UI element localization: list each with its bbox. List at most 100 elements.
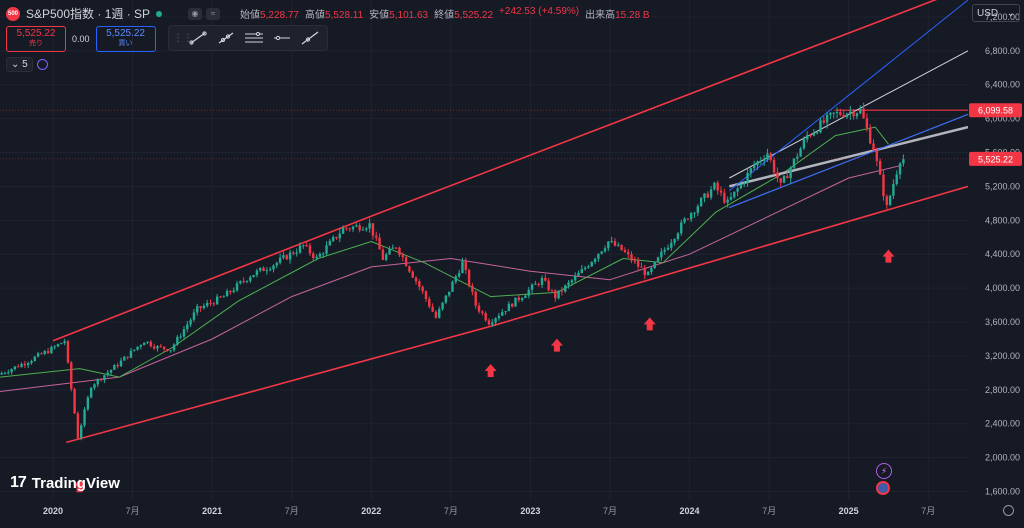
- candle-body: [650, 268, 653, 273]
- trade-panel: 5,525.22 売り 0.00 5,525.22 買い: [6, 26, 156, 52]
- candle-body: [600, 251, 603, 254]
- candle-body: [113, 364, 116, 370]
- ray-tool-icon[interactable]: [215, 29, 237, 47]
- candle-body: [507, 303, 511, 312]
- candle-body: [822, 120, 825, 123]
- chevron-down-icon: ⌄: [1006, 7, 1015, 19]
- candle-body: [627, 252, 630, 255]
- symbol-title[interactable]: S&P500指数 · 1週 · SP: [26, 7, 151, 21]
- candle-body: [401, 254, 404, 258]
- candle-body: [136, 346, 139, 350]
- candle-body: [474, 291, 477, 306]
- price-axis[interactable]: 1,600.00 2,000.00 2,400.00 2,800.00 3,200.00…: [968, 0, 1024, 500]
- candle-body: [540, 277, 544, 285]
- tradingview-logo[interactable]: 17 TradingView: [10, 474, 120, 492]
- candle-body: [849, 111, 852, 114]
- trend-line-tool-icon[interactable]: [187, 29, 209, 47]
- candle-body: [275, 262, 279, 266]
- support-arrow-icon: [550, 338, 563, 352]
- currency-select[interactable]: USD ⌄: [972, 4, 1020, 22]
- candle-body: [806, 135, 809, 140]
- candle-body: [268, 269, 272, 271]
- candle-body: [169, 350, 172, 352]
- candle-body: [43, 351, 46, 354]
- candle-body: [93, 384, 96, 388]
- candle-body: [60, 343, 63, 345]
- time-tick-label: 2023: [520, 506, 540, 516]
- sell-button[interactable]: 5,525.22 売り: [6, 26, 66, 52]
- price-tick-label: 4,000.00: [985, 283, 1020, 293]
- candle-body: [660, 251, 663, 258]
- candle-body: [772, 159, 776, 173]
- candle-body: [335, 236, 338, 239]
- candle-body: [640, 266, 643, 268]
- candle-body: [447, 291, 451, 296]
- chart-area[interactable]: [0, 0, 969, 500]
- candle-body: [583, 267, 587, 270]
- indicator-settings-icon[interactable]: [36, 59, 48, 70]
- candle-body: [809, 135, 812, 137]
- market-status-dot: [156, 10, 163, 17]
- time-axis[interactable]: 2020 7月 2021 7月 2022 7月 2023 7月 2024 7月 2025 7月: [0, 500, 1024, 523]
- candle-body: [487, 320, 491, 325]
- candle-body: [404, 257, 408, 267]
- candle-body: [719, 190, 723, 193]
- parallel-channel-tool-icon[interactable]: [243, 29, 265, 47]
- candle-body: [693, 212, 696, 214]
- horizontal-line-tool-icon[interactable]: [271, 29, 293, 47]
- candle-body: [815, 132, 819, 134]
- candle-body: [527, 289, 530, 296]
- candle-body: [262, 267, 265, 272]
- gear-icon[interactable]: [1003, 505, 1014, 516]
- time-tick-label: 7月: [444, 506, 458, 516]
- candle-body: [573, 275, 577, 281]
- arrows-layer: [73, 249, 895, 493]
- lightning-icon[interactable]: ⚡: [876, 463, 892, 479]
- candle-body: [852, 111, 855, 117]
- high-value: 5,528.11: [324, 10, 364, 21]
- candle-body: [348, 228, 351, 230]
- candle-body: [544, 277, 547, 281]
- candle-body: [239, 281, 242, 284]
- us-flag-icon[interactable]: [876, 481, 890, 495]
- candle-body: [792, 158, 796, 168]
- support-arrow-icon: [73, 479, 86, 493]
- candle-body: [378, 237, 381, 250]
- candle-body: [355, 225, 358, 227]
- volume-value: 15.28 B: [615, 10, 650, 21]
- price-tag-label: 5,525.22: [978, 154, 1013, 164]
- indicator-toggle[interactable]: ⌄ 5: [6, 57, 33, 72]
- candle-body: [497, 315, 501, 319]
- candle-body: [706, 193, 709, 198]
- candle-body: [869, 127, 872, 144]
- symbol-logo-icon: 500: [6, 6, 20, 21]
- high-label: 高値: [304, 10, 325, 21]
- eye-icon[interactable]: ◉: [188, 7, 203, 20]
- candle-body: [199, 306, 202, 309]
- candle-body: [252, 275, 255, 278]
- candle-body: [421, 286, 424, 292]
- candle-body: [259, 267, 262, 271]
- candle-body: [245, 280, 249, 282]
- candle-body: [477, 305, 481, 312]
- compare-icon[interactable]: ≈: [206, 7, 221, 20]
- candle-body: [341, 227, 345, 234]
- indicator-count: 5: [22, 59, 28, 70]
- candle-body: [643, 267, 646, 276]
- candle-body: [746, 172, 749, 183]
- candle-body: [414, 277, 418, 282]
- candle-body: [418, 281, 421, 287]
- candle-body: [438, 309, 441, 318]
- candle-body: [186, 324, 189, 330]
- candle-body: [839, 112, 842, 115]
- extended-line-tool-icon[interactable]: [299, 29, 321, 47]
- candle-body: [786, 175, 789, 179]
- price-chart[interactable]: [0, 0, 969, 500]
- candle-body: [491, 322, 494, 325]
- candle-body: [365, 228, 368, 230]
- candle-body: [83, 409, 86, 426]
- drag-handle-icon[interactable]: ⋮⋮: [173, 32, 193, 44]
- buy-button[interactable]: 5,525.22 買い: [95, 26, 156, 52]
- candle-body: [278, 257, 282, 263]
- candle-body: [703, 193, 706, 199]
